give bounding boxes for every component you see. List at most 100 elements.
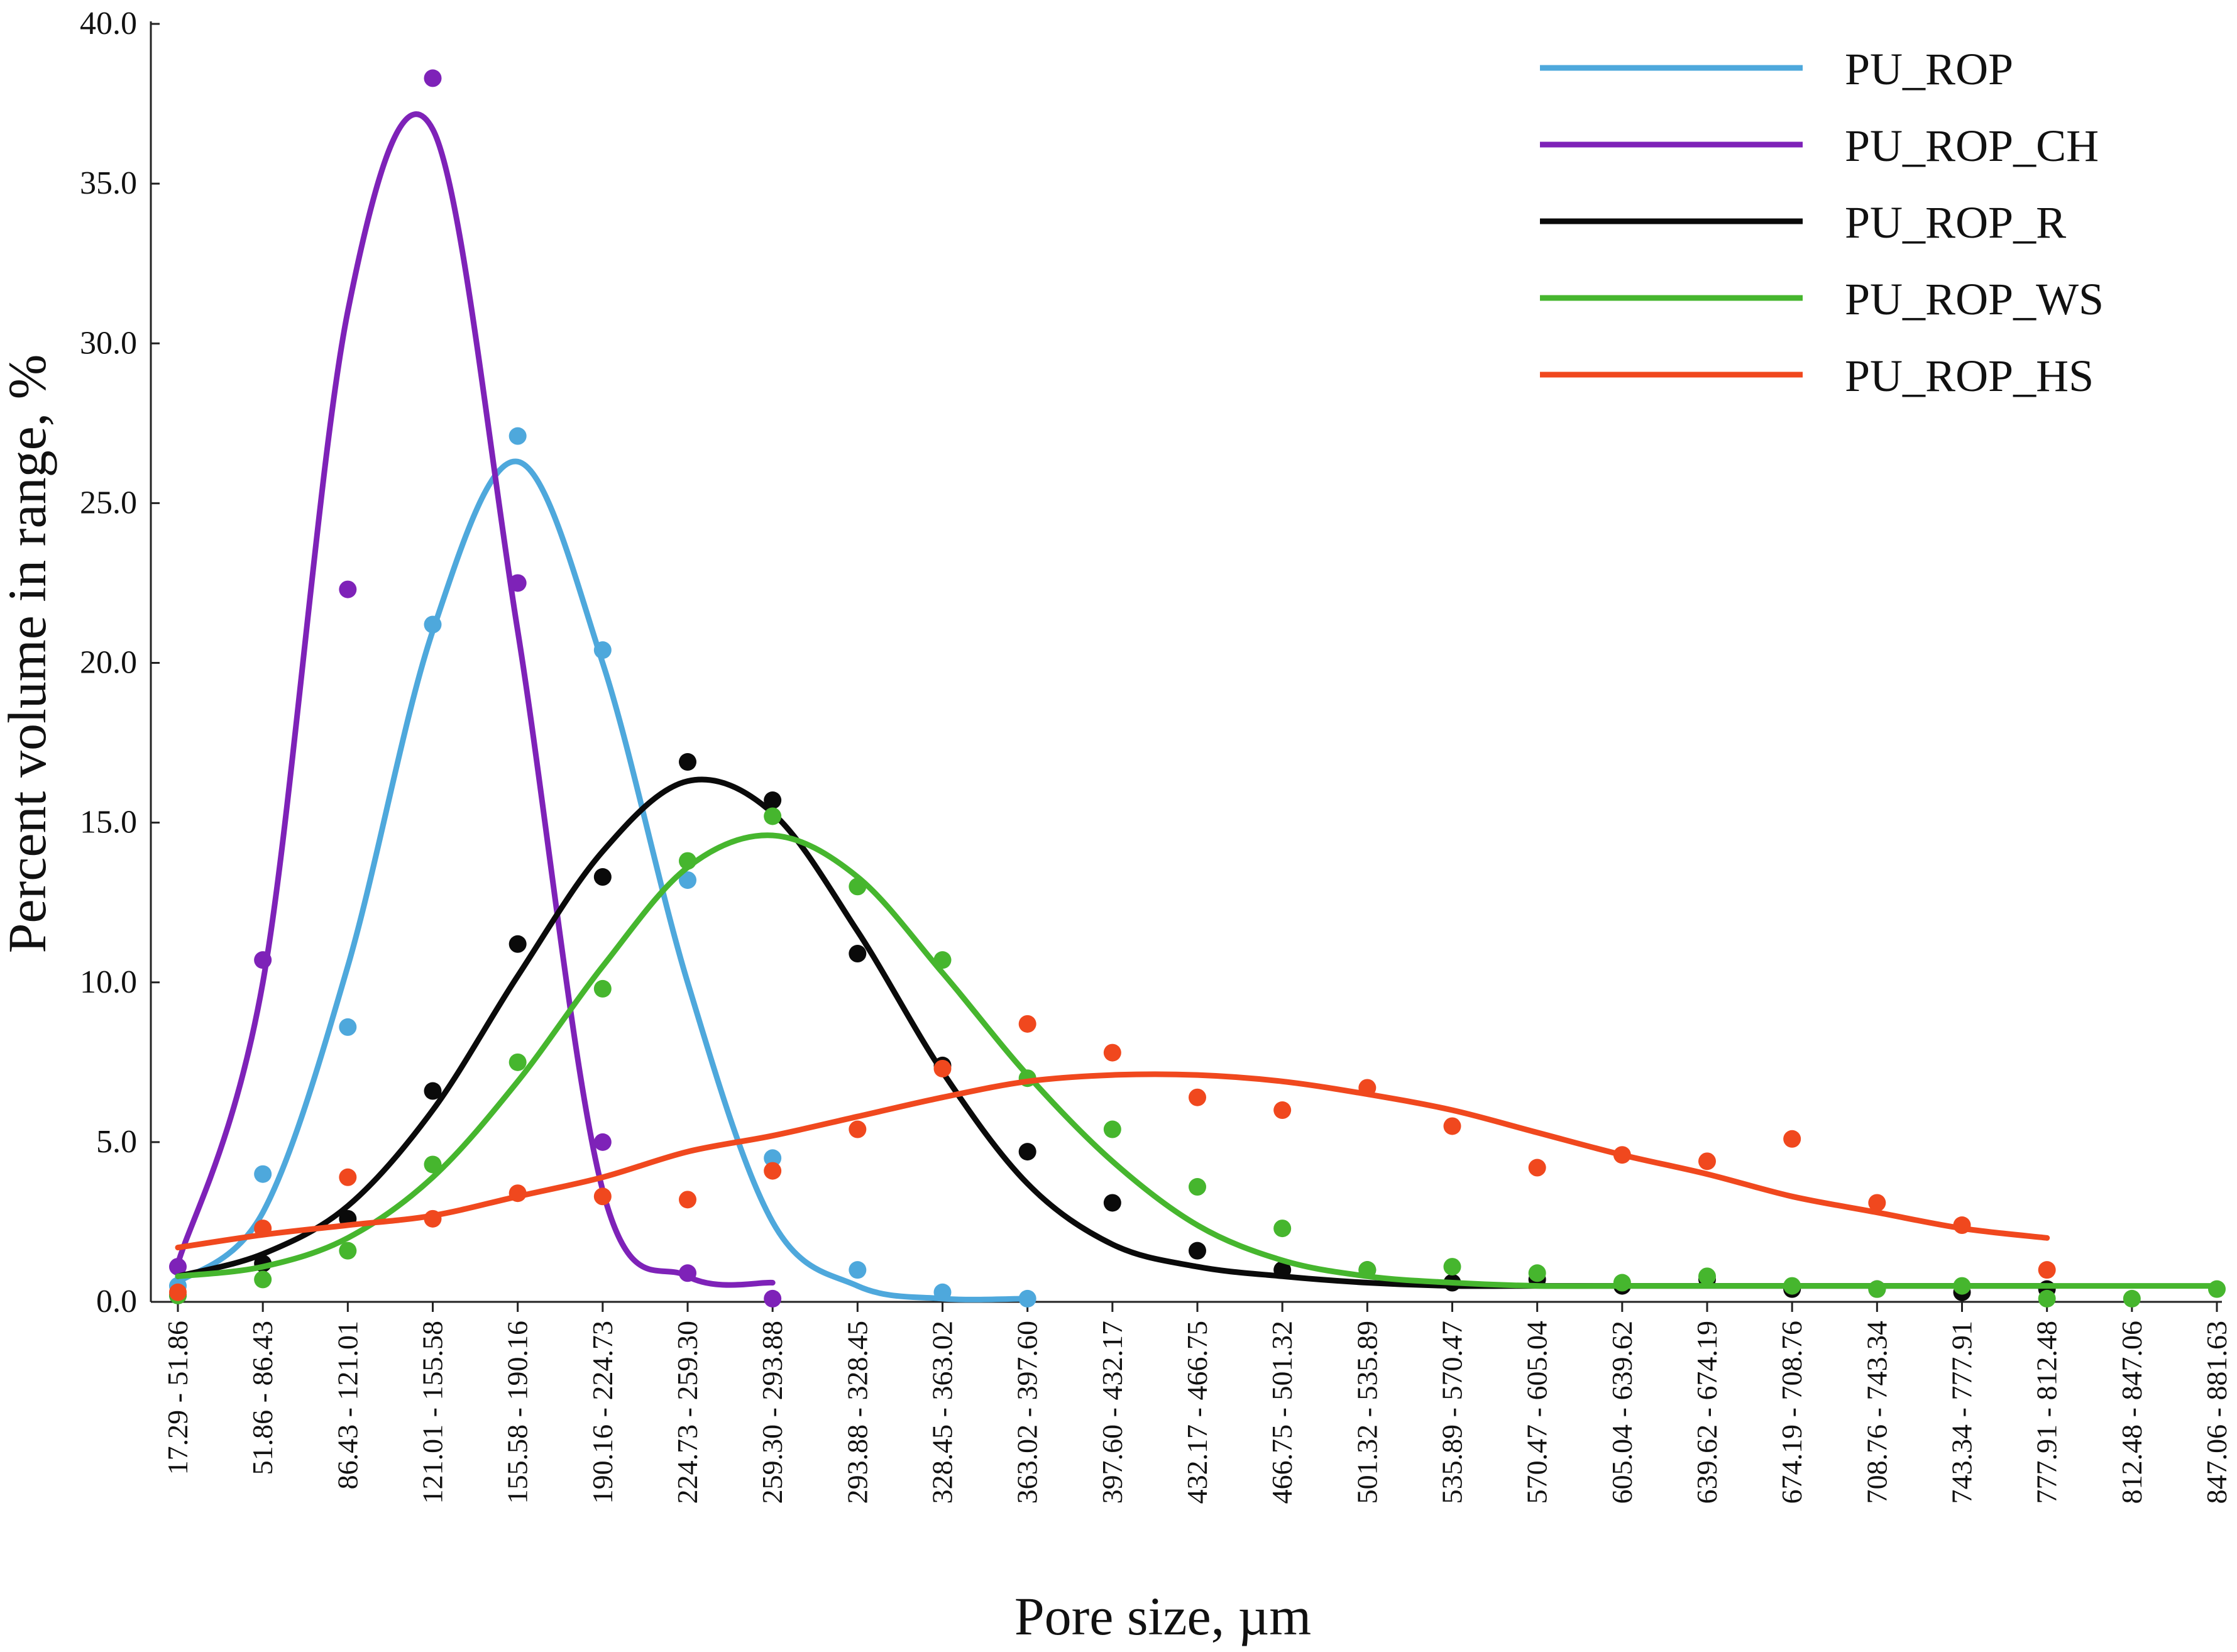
x-tick-label: 293.88 - 328.45: [841, 1321, 873, 1504]
data-point-pu-rop-ch: [339, 580, 357, 598]
data-point-pu-rop-hs: [339, 1168, 357, 1186]
data-point-pu-rop-hs: [849, 1120, 867, 1138]
data-point-pu-rop-hs: [1698, 1152, 1716, 1170]
x-tick-label: 639.62 - 674.19: [1691, 1321, 1723, 1504]
data-point-pu-rop-r: [849, 945, 867, 963]
data-point-pu-rop-ws: [1189, 1178, 1206, 1196]
data-point-pu-rop-ch: [679, 1264, 696, 1282]
data-point-pu-rop-ws: [1953, 1277, 1971, 1295]
data-point-pu-rop-ws: [1613, 1274, 1631, 1292]
data-point-pu-rop-ws: [1273, 1220, 1292, 1238]
data-point-pu-rop-hs: [254, 1220, 272, 1238]
fit-line-pu-rop: [175, 458, 1031, 1302]
series-pu-rop: [169, 427, 1036, 1308]
data-point-pu-rop-hs: [933, 1059, 952, 1077]
data-point-pu-rop: [764, 1149, 782, 1167]
data-point-pu-rop-hs: [1528, 1159, 1546, 1177]
data-point-pu-rop-ws: [1358, 1261, 1377, 1279]
x-tick-label: 155.58 - 190.16: [502, 1321, 534, 1504]
y-tick-label: 25.0: [80, 485, 137, 520]
x-tick-label: 501.32 - 535.89: [1351, 1321, 1383, 1504]
data-point-pu-rop-r: [593, 868, 612, 886]
legend-label-pu-rop-ch: PU_ROP_CH: [1845, 121, 2099, 171]
x-tick-label: 432.17 - 466.75: [1181, 1321, 1213, 1504]
x-tick-label: 224.73 - 259.30: [671, 1321, 703, 1504]
data-point-pu-rop-hs: [424, 1209, 442, 1228]
x-tick-label: 535.89 - 570.47: [1436, 1321, 1468, 1504]
data-point-pu-rop-r: [1018, 1143, 1036, 1161]
data-point-pu-rop-hs: [764, 1162, 782, 1180]
data-series: [169, 69, 2226, 1308]
fit-line-pu-rop-ch: [175, 111, 776, 1288]
data-point-pu-rop-ws: [1443, 1258, 1461, 1276]
x-tick-label: 466.75 - 501.32: [1266, 1321, 1298, 1504]
y-tick-labels: 0.0 5.0 10.0 15.0 20.0 25.0 30.0 35.0 40.0: [80, 6, 160, 1319]
y-axis-title: Percent volume in range, %: [0, 355, 57, 954]
x-tick-label: 570.47 - 605.04: [1521, 1321, 1553, 1504]
x-tick-label: 51.86 - 86.43: [246, 1321, 278, 1475]
x-tick-labels: 17.29 - 51.86 51.86 - 86.43 86.43 - 121.01…: [162, 1302, 2233, 1504]
fit-line-pu-rop-hs: [175, 1071, 2050, 1251]
data-point-pu-rop-hs: [1783, 1130, 1801, 1148]
data-point-pu-rop-hs: [169, 1283, 187, 1301]
legend-label-pu-rop-r: PU_ROP_R: [1845, 197, 2066, 248]
data-point-pu-rop-hs: [1613, 1146, 1631, 1164]
x-tick-label: 397.60 - 432.17: [1096, 1321, 1128, 1504]
data-point-pu-rop-ws: [2038, 1289, 2056, 1308]
x-tick-label: 86.43 - 121.01: [331, 1321, 363, 1489]
legend: PU_ROP PU_ROP_CH PU_ROP_R PU_ROP_WS PU_ROP_H…: [1540, 44, 2104, 401]
x-tick-label: 812.48 - 847.06: [2116, 1321, 2148, 1504]
data-point-pu-rop-ch: [254, 951, 272, 969]
data-point-pu-rop-hs: [1358, 1079, 1377, 1097]
data-point-pu-rop-ws: [679, 852, 696, 870]
data-point-pu-rop-ws: [508, 1053, 527, 1071]
data-point-pu-rop: [424, 615, 442, 634]
data-point-pu-rop-ws: [933, 951, 952, 969]
x-tick-label: 777.91 - 812.48: [2031, 1321, 2063, 1504]
data-point-pu-rop-ch: [764, 1289, 782, 1308]
data-point-pu-rop-ws: [593, 979, 612, 998]
x-tick-label: 190.16 - 224.73: [586, 1321, 618, 1504]
data-point-pu-rop-hs: [1443, 1117, 1461, 1135]
series-pu-rop-ws: [169, 807, 2226, 1308]
data-point-pu-rop-ws: [1698, 1267, 1716, 1286]
data-point-pu-rop-r: [1273, 1261, 1292, 1279]
data-point-pu-rop: [254, 1165, 272, 1183]
x-tick-label: 743.34 - 777.91: [1946, 1321, 1978, 1504]
data-point-pu-rop-r: [1103, 1194, 1121, 1212]
y-tick-label: 20.0: [80, 645, 137, 681]
y-tick-label: 0.0: [96, 1284, 137, 1319]
data-point-pu-rop-hs: [508, 1184, 527, 1203]
x-tick-label: 121.01 - 155.58: [417, 1321, 449, 1504]
x-axis-title: Pore size, µm: [1014, 1586, 1311, 1646]
data-point-pu-rop-ch: [508, 574, 527, 592]
legend-label-pu-rop: PU_ROP: [1845, 44, 2013, 94]
x-tick-label: 363.02 - 397.60: [1011, 1321, 1043, 1504]
y-tick-label: 10.0: [80, 964, 137, 1000]
legend-label-pu-rop-hs: PU_ROP_HS: [1845, 351, 2094, 401]
legend-label-pu-rop-ws: PU_ROP_WS: [1845, 274, 2104, 324]
x-tick-label: 328.45 - 363.02: [926, 1321, 959, 1504]
data-point-pu-rop-ws: [1103, 1120, 1121, 1138]
data-point-pu-rop-ch: [424, 69, 442, 87]
data-point-pu-rop-ws: [424, 1155, 442, 1174]
series-pu-rop-r: [169, 753, 2056, 1304]
data-point-pu-rop-hs: [1018, 1015, 1036, 1033]
data-point-pu-rop-r: [424, 1082, 442, 1100]
fit-line-pu-rop-ws: [175, 832, 2220, 1289]
data-point-pu-rop-hs: [1103, 1044, 1121, 1062]
y-tick-label: 15.0: [80, 805, 137, 840]
series-pu-rop-hs: [169, 1015, 2056, 1301]
data-point-pu-rop-hs: [1953, 1216, 1971, 1235]
data-point-pu-rop-hs: [1273, 1101, 1292, 1120]
data-point-pu-rop: [679, 871, 696, 889]
y-tick-label: 5.0: [96, 1124, 137, 1160]
x-tick-label: 259.30 - 293.88: [756, 1321, 788, 1504]
data-point-pu-rop-ws: [764, 807, 782, 825]
data-point-pu-rop: [1018, 1289, 1036, 1308]
data-point-pu-rop-ws: [1528, 1264, 1546, 1282]
data-point-pu-rop-ch: [593, 1133, 612, 1151]
data-point-pu-rop-r: [1189, 1242, 1206, 1260]
data-point-pu-rop-hs: [2038, 1261, 2056, 1279]
